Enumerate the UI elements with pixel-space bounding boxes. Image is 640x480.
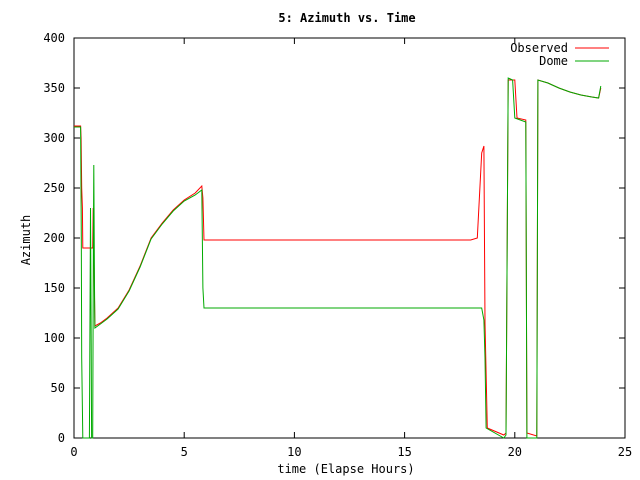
- y-tick-label: 400: [43, 31, 65, 45]
- y-tick-label: 200: [43, 231, 65, 245]
- series-line-dome: [74, 77, 602, 439]
- legend-label-dome: Dome: [539, 54, 568, 68]
- x-tick-label: 5: [181, 445, 188, 459]
- y-tick-label: 250: [43, 181, 65, 195]
- x-axis-label: time (Elapse Hours): [277, 462, 414, 476]
- y-axis-label: Azimuth: [19, 215, 33, 266]
- series-line-observed: [74, 79, 602, 437]
- x-tick-label: 10: [287, 445, 301, 459]
- x-tick-label: 0: [70, 445, 77, 459]
- y-tick-label: 350: [43, 81, 65, 95]
- x-tick-label: 25: [618, 445, 632, 459]
- y-tick-label: 150: [43, 281, 65, 295]
- y-tick-label: 0: [58, 431, 65, 445]
- chart-title: 5: Azimuth vs. Time: [278, 11, 415, 25]
- y-tick-label: 100: [43, 331, 65, 345]
- x-tick-label: 20: [508, 445, 522, 459]
- series-lines: [74, 77, 602, 439]
- y-tick-label: 300: [43, 131, 65, 145]
- y-tick-label: 50: [51, 381, 65, 395]
- legend: Observed Dome: [510, 41, 609, 68]
- legend-label-observed: Observed: [510, 41, 568, 55]
- x-tick-label: 15: [397, 445, 411, 459]
- plot-frame: [73, 37, 626, 439]
